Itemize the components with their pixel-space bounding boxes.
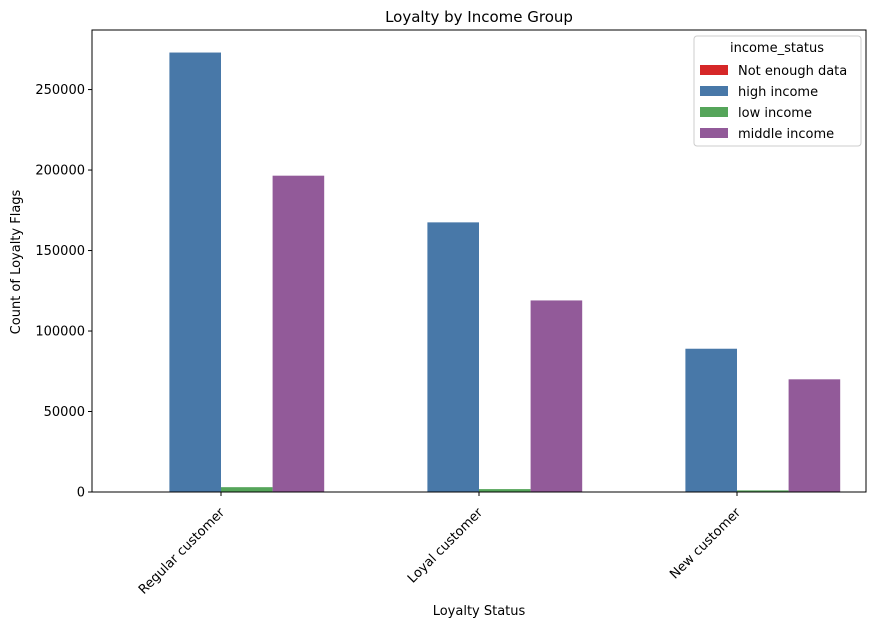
y-tick-label: 0 <box>77 486 85 501</box>
bar-high-income-1 <box>169 52 221 492</box>
legend-swatch <box>700 107 728 117</box>
y-tick-label: 50000 <box>44 405 85 420</box>
x-tick-label: Loyal customer <box>405 505 486 586</box>
legend-frame <box>693 35 862 147</box>
chart-title: Loyalty by Income Group <box>385 8 573 26</box>
bar-low-income-3 <box>737 490 789 492</box>
legend-label: low income <box>738 106 812 121</box>
y-axis-label: Count of Loyalty Flags <box>9 189 24 334</box>
x-axis-label: Loyalty Status <box>433 604 526 619</box>
legend-label: high income <box>738 85 818 100</box>
y-tick-label: 250000 <box>35 83 85 98</box>
y-tick-label: 150000 <box>35 244 85 259</box>
bar-middle-income-1 <box>272 175 325 492</box>
x-tick-label: New customer <box>667 505 744 582</box>
legend-swatch <box>700 65 728 75</box>
legend-items: Not enough data high income low income midd… <box>700 64 847 142</box>
bars-layer <box>169 52 841 493</box>
plot-frame <box>91 29 867 493</box>
bar-high-income-3 <box>685 348 737 492</box>
legend-label: Not enough data <box>738 64 847 79</box>
legend-swatch <box>700 128 728 138</box>
bar-middle-income-3 <box>788 379 841 492</box>
legend-label: middle income <box>738 127 834 142</box>
bar-high-income-2 <box>427 222 479 493</box>
x-tick-label: Regular customer <box>136 505 229 598</box>
y-tick-label: 200000 <box>35 164 85 179</box>
y-tick-label: 100000 <box>35 325 85 340</box>
bar-low-income-2 <box>479 489 531 492</box>
legend-title: income_status <box>730 41 824 56</box>
legend: income_status Not enough data high income… <box>693 35 862 147</box>
bar-middle-income-2 <box>530 300 583 492</box>
bar-low-income-1 <box>221 487 273 492</box>
legend-swatch <box>700 86 728 96</box>
